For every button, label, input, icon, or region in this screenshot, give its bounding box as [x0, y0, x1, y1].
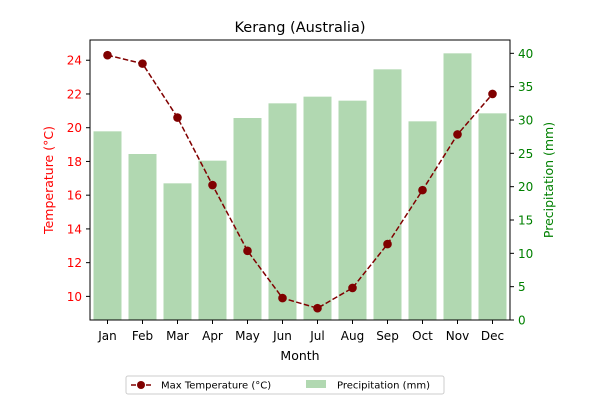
precipitation-bar-may	[233, 118, 262, 320]
x-tick-label-dec: Dec	[481, 329, 504, 343]
right-tick-label: 30	[518, 114, 533, 128]
precipitation-bar-aug	[338, 100, 367, 321]
chart-title: Kerang (Australia)	[234, 20, 365, 36]
right-precipitation-axis: 0 5 10 15 20 25 30 35 40	[510, 47, 533, 328]
temperature-point-jun	[278, 293, 287, 303]
left-tick-label: 16	[67, 189, 82, 203]
left-tick-label: 24	[67, 54, 82, 68]
right-tick-label: 15	[518, 214, 533, 228]
precipitation-bar-jul	[303, 96, 332, 321]
x-tick-label-jan: Jan	[97, 329, 117, 343]
left-tick-label: 14	[67, 222, 82, 236]
temperature-point-oct	[418, 185, 427, 195]
temperature-point-mar	[173, 113, 182, 122]
x-tick-label-aug: Aug	[341, 329, 364, 343]
legend-bar-swatch	[306, 380, 326, 388]
month-axis: Jan Feb Mar Apr May Jun Jul Aug Sep Oct Nov Dec	[97, 320, 504, 343]
left-tick-label: 20	[67, 121, 82, 135]
right-tick-label: 25	[518, 147, 533, 161]
x-tick-label-nov: Nov	[446, 329, 469, 343]
x-tick-label-oct: Oct	[412, 329, 433, 343]
right-tick-label: 10	[518, 247, 533, 261]
legend-box	[125, 375, 445, 395]
x-tick-label-apr: Apr	[202, 329, 223, 343]
legend-label-precipitation: Precipitation (mm)	[337, 381, 430, 392]
temperature-point-sep	[383, 239, 392, 249]
x-tick-label-may: May	[235, 329, 260, 343]
right-tick-label: 40	[518, 47, 533, 61]
temperature-point-may	[243, 246, 252, 256]
left-temperature-axis: 10 12 14 16 18 20 22 24	[67, 54, 90, 304]
precipitation-bar-feb	[128, 154, 157, 320]
right-tick-label: 0	[518, 314, 526, 328]
precipitation-bar-sep	[373, 69, 402, 320]
precipitation-bar-jun	[268, 103, 297, 320]
left-tick-label: 10	[67, 290, 82, 304]
x-tick-label-jul: Jul	[309, 329, 324, 343]
legend-marker-swatch	[137, 381, 145, 389]
temperature-point-apr	[208, 180, 217, 190]
right-tick-label: 5	[518, 280, 526, 294]
left-y-axis-label: Temperature (°C)	[41, 126, 56, 235]
x-tick-label-sep: Sep	[376, 329, 399, 343]
left-tick-label: 22	[67, 87, 82, 101]
x-tick-label-jun: Jun	[272, 329, 292, 343]
precipitation-bar-dec	[478, 113, 507, 320]
x-tick-label-mar: Mar	[166, 329, 189, 343]
temperature-point-jan	[103, 50, 112, 60]
left-tick-label: 12	[67, 256, 82, 270]
temperature-point-feb	[138, 59, 147, 68]
x-axis-label: Month	[280, 348, 319, 363]
right-tick-label: 35	[518, 80, 533, 94]
temperature-line	[103, 50, 497, 313]
precipitation-bar-jan	[93, 131, 122, 320]
temperature-point-aug	[348, 283, 357, 293]
temperature-series-line	[107, 54, 494, 310]
plot-frame	[89, 39, 511, 321]
precipitation-bar-oct	[408, 121, 437, 320]
precipitation-bar-mar	[163, 183, 192, 320]
precipitation-bar-nov	[443, 53, 472, 320]
legend: Max Temperature (°C) Precipitation (mm)	[125, 375, 445, 395]
x-tick-label-feb: Feb	[132, 329, 153, 343]
temperature-point-jul	[313, 303, 322, 313]
right-tick-label: 20	[518, 180, 533, 194]
legend-label-temperature: Max Temperature (°C)	[161, 381, 271, 392]
precipitation-bars	[93, 53, 507, 321]
left-tick-label: 18	[67, 155, 82, 169]
right-y-axis-label: Precipitation (mm)	[541, 122, 556, 238]
temperature-point-dec	[488, 89, 497, 99]
temperature-point-nov	[453, 130, 462, 139]
